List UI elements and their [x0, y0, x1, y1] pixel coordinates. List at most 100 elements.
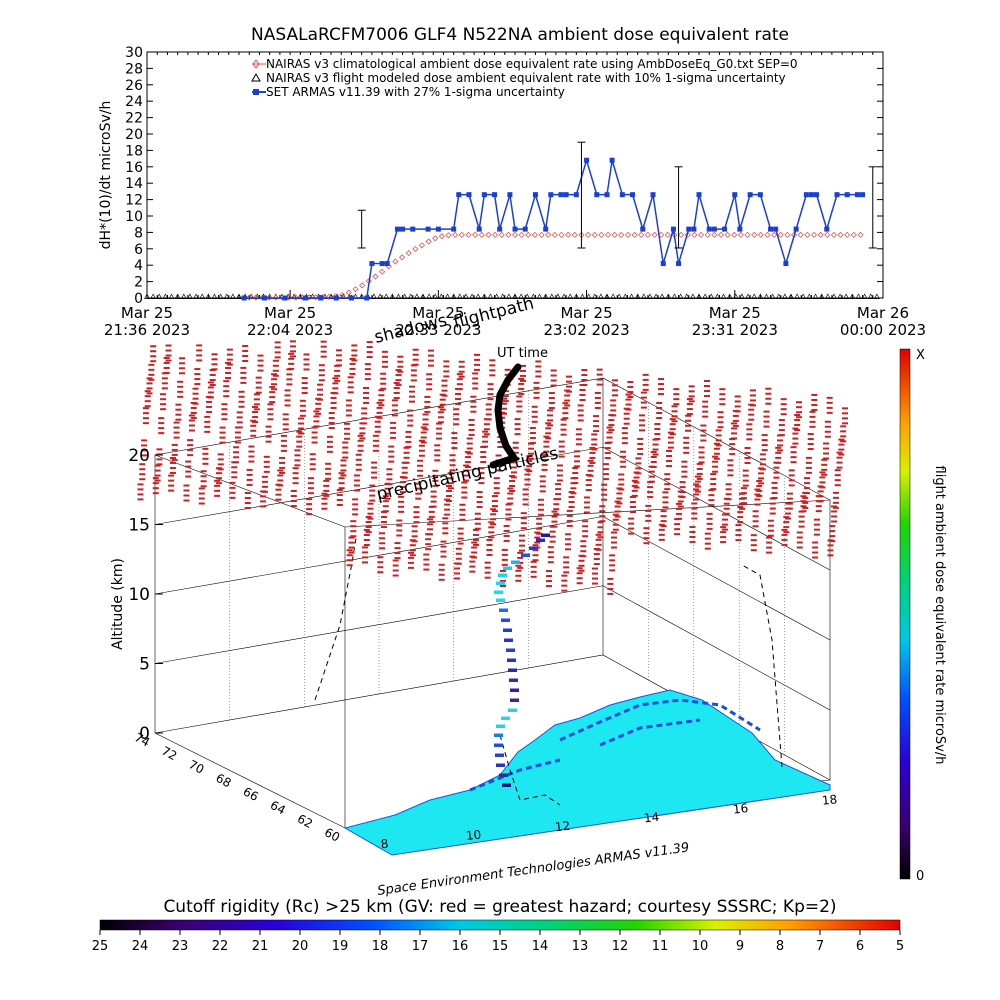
precipitating-particle-marker [219, 431, 226, 434]
precipitating-particle-marker [652, 438, 659, 441]
flight-path-segment [529, 546, 538, 550]
rigidity-colorbar-title: Cutoff rigidity (Rc) >25 km (GV: red = g… [163, 897, 836, 917]
precipitating-particle-marker [802, 506, 809, 509]
precipitating-particle-marker [144, 395, 151, 398]
precipitating-particle-marker [671, 420, 678, 423]
precipitating-particle-marker [546, 575, 552, 578]
precipitating-particle-marker [746, 438, 753, 441]
precipitating-particle-marker [637, 442, 644, 445]
precipitating-particle-marker [686, 413, 693, 416]
precipitating-particle-marker [238, 400, 245, 403]
climatological-marker [850, 231, 857, 238]
precipitating-particle-marker [796, 406, 802, 409]
precipitating-particle-marker [365, 525, 372, 528]
precipitating-particle-marker [597, 531, 604, 534]
precipitating-particle-marker [451, 432, 458, 435]
precipitating-particle-marker [425, 543, 432, 546]
precipitating-particle-marker [447, 487, 454, 490]
precipitating-particle-marker [451, 437, 458, 440]
precipitating-particle-marker [551, 510, 558, 513]
precipitating-particle-marker [357, 449, 364, 452]
precipitating-particle-marker [204, 415, 211, 418]
triangle-marker [168, 293, 175, 299]
precipitating-particle-marker [744, 456, 751, 459]
precipitating-particle-marker [698, 456, 705, 459]
precipitating-particle-marker [425, 533, 432, 536]
precipitating-particle-marker [767, 534, 774, 537]
dose-colorbar-gradient [899, 348, 911, 880]
precipitating-particle-marker [717, 411, 724, 414]
precipitating-particle-marker [456, 373, 463, 376]
precipitating-particle-marker [173, 421, 180, 424]
triangle-marker [561, 293, 568, 299]
precipitating-particle-marker [719, 388, 726, 391]
armas-marker [476, 226, 482, 232]
precipitating-particle-marker [748, 418, 755, 421]
rigidity-tick-label: 14 [532, 939, 549, 954]
precipitating-particle-marker [756, 479, 763, 482]
precipitating-particle-marker [609, 564, 616, 567]
precipitating-particle-marker [455, 402, 462, 405]
precipitating-particle-marker [257, 364, 264, 367]
precipitating-particle-marker [396, 524, 403, 527]
climatological-marker [565, 231, 572, 238]
precipitating-particle-marker [662, 496, 669, 499]
precipitating-particle-marker [798, 510, 805, 513]
precipitating-particle-marker [694, 490, 701, 493]
precipitating-particle-marker [608, 414, 615, 417]
precipitating-particle-marker [683, 451, 690, 454]
precipitating-particle-marker [294, 464, 301, 467]
precipitating-particle-marker [650, 461, 657, 464]
climatological-marker [784, 231, 791, 238]
precipitating-particle-marker [838, 443, 845, 446]
precipitating-particle-marker [541, 468, 548, 471]
precipitating-particle-marker [418, 444, 425, 447]
precipitating-particle-marker [742, 484, 749, 487]
precipitating-particle-marker [685, 419, 692, 422]
precipitating-particle-marker [750, 394, 756, 397]
precipitating-particle-marker [781, 533, 788, 536]
armas-marker [773, 226, 779, 232]
precipitating-particle-marker [455, 547, 462, 550]
precipitating-particle-marker [480, 456, 487, 459]
precipitating-particle-marker [712, 455, 719, 458]
precipitating-particle-marker [185, 470, 192, 473]
precipitating-particle-marker [275, 498, 282, 501]
precipitating-particle-marker [202, 457, 209, 460]
precipitating-particle-marker [454, 567, 460, 570]
precipitating-particle-marker [336, 503, 343, 506]
legend-label: NAIRAS v3 flight modeled dose ambient eq… [266, 71, 786, 85]
precipitating-particle-marker [592, 582, 598, 585]
precipitating-particle-marker [656, 406, 663, 409]
precipitating-particle-marker [137, 498, 144, 501]
precipitating-particle-marker [156, 448, 163, 451]
precipitating-particle-marker [807, 448, 814, 451]
precipitating-particle-marker [398, 495, 405, 498]
precipitating-particle-marker [497, 440, 504, 443]
precipitating-particle-marker [280, 449, 287, 452]
triangle-marker [180, 293, 187, 299]
precipitating-particle-marker [667, 441, 674, 444]
precipitating-particle-marker [767, 519, 774, 522]
precipitating-particle-marker [365, 515, 372, 518]
precipitating-particle-marker [579, 398, 586, 401]
precipitating-particle-marker [761, 444, 768, 447]
precipitating-particle-marker [382, 365, 388, 368]
precipitating-particle-marker [349, 357, 356, 360]
precipitating-particle-marker [252, 416, 259, 419]
precipitating-particle-marker [642, 373, 649, 376]
precipitating-particle-marker [802, 501, 809, 504]
precipitating-particle-marker [700, 429, 707, 432]
precipitating-particle-marker [811, 398, 818, 401]
precipitating-particle-marker [785, 507, 792, 510]
precipitating-particle-marker [686, 408, 693, 411]
precipitating-particle-marker [834, 479, 841, 482]
precipitating-particle-marker [377, 561, 384, 564]
triangle-marker [579, 293, 586, 299]
precipitating-particle-marker [585, 489, 592, 492]
precipitating-particle-marker [411, 525, 418, 528]
precipitating-particle-marker [781, 528, 788, 531]
y-tick-label: 16 [125, 160, 143, 176]
precipitating-particle-marker [614, 500, 621, 503]
